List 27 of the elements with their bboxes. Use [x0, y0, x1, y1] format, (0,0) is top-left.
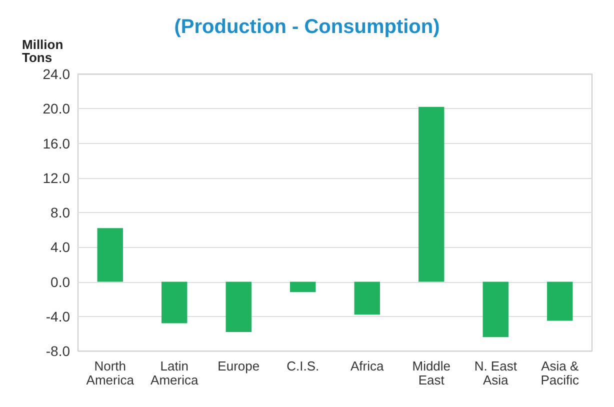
bar: [162, 282, 188, 324]
y-tick-label: 12.0: [42, 170, 70, 186]
x-tick-label: Africa: [350, 358, 385, 374]
y-tick-label: -4.0: [46, 308, 70, 324]
x-tick-label: C.I.S.: [286, 358, 320, 374]
bar: [97, 228, 123, 282]
x-tick-label: Europe: [218, 358, 260, 374]
bar: [290, 282, 316, 292]
y-tick-label: 20.0: [42, 100, 70, 117]
x-tick-label: North America: [86, 358, 135, 388]
x-tick-label: N. East Asia: [474, 358, 518, 388]
x-tick-label: Asia & Pacific: [540, 358, 580, 388]
y-tick-label: 24.0: [42, 66, 70, 82]
y-axis-title: Million Tons: [22, 37, 64, 65]
y-tick-label: 16.0: [42, 135, 70, 152]
x-tick-label: Middle East: [412, 358, 451, 388]
chart-title: (Production - Consumption): [174, 16, 440, 38]
y-tick-label: 4.0: [50, 239, 70, 256]
bar: [482, 282, 508, 338]
bar: [418, 106, 444, 282]
y-tick-label: 0.0: [50, 274, 70, 290]
bar: [354, 282, 380, 315]
x-tick-label: Latin America: [150, 358, 199, 388]
bar: [226, 282, 252, 332]
y-tick-label: 8.0: [50, 204, 70, 220]
y-tick-label: -8.0: [46, 343, 70, 359]
bar: [547, 282, 573, 321]
